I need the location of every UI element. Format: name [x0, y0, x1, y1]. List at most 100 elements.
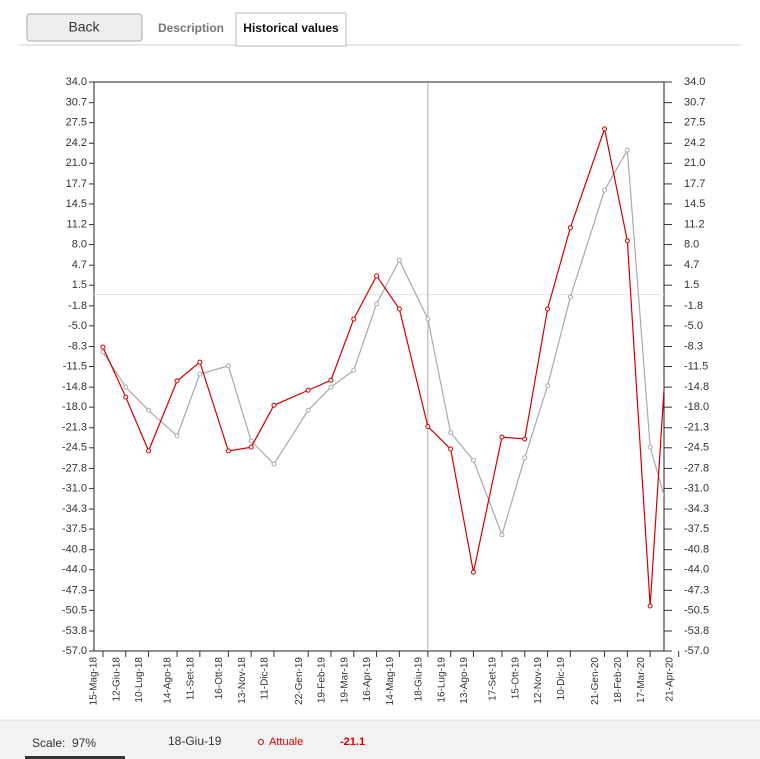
x-tick-label: 12-Nov-19 — [533, 657, 544, 704]
x-tick-label: 19-Feb-19 — [317, 657, 328, 704]
y2-tick-label: -57.0 — [684, 645, 709, 657]
x-tick-label: 11-Dic-18 — [260, 657, 271, 700]
point — [545, 306, 551, 312]
point — [351, 316, 357, 322]
y-tick-label: 8.0 — [72, 238, 87, 250]
legend-label: Attuale — [269, 736, 303, 748]
y-tick-label: -27.8 — [62, 462, 87, 474]
point — [624, 238, 630, 244]
point — [499, 532, 505, 538]
point — [522, 455, 528, 461]
point — [305, 387, 311, 393]
y-tick-label: 14.5 — [66, 198, 87, 210]
axes: 34.0 34.0 30.7 30.7 27.5 27.5 24.2 24.2 21.0 21.0… — [62, 76, 709, 705]
y-tick-label: -8.3 — [68, 340, 87, 352]
point — [146, 407, 152, 413]
point — [146, 448, 152, 454]
point — [448, 430, 454, 436]
point — [248, 444, 254, 450]
y2-tick-label: 8.0 — [684, 238, 699, 250]
point — [448, 446, 454, 452]
x-tick-label: 18-Giu-19 — [413, 657, 424, 702]
point — [328, 377, 334, 383]
point — [602, 126, 608, 132]
cursor-date: 18-Giu-19 — [168, 734, 222, 748]
x-tick-label: 14-Ago-18 — [163, 657, 174, 704]
point — [425, 316, 431, 322]
x-tick-label: 10-Lug-18 — [134, 657, 145, 703]
point — [567, 225, 573, 231]
x-tick-label: 22-Gen-19 — [294, 657, 305, 705]
y2-tick-label: -53.8 — [684, 625, 709, 637]
x-tick-label: 21-Apr-20 — [664, 657, 675, 702]
y-tick-label: -50.5 — [62, 604, 87, 616]
y-tick-label: 34.0 — [66, 76, 87, 88]
point — [351, 367, 357, 373]
y-tick-label: -57.0 — [62, 645, 87, 657]
y2-tick-label: -34.3 — [684, 503, 709, 515]
cursor-value: -21.1 — [340, 736, 365, 748]
y2-tick-label: -1.8 — [684, 300, 703, 312]
x-tick-label: 15-Ott-19 — [510, 657, 521, 700]
y-tick-label: 4.7 — [72, 259, 87, 271]
series-line — [102, 148, 664, 537]
point — [123, 394, 129, 400]
description-tab[interactable]: Description — [158, 21, 224, 35]
series-line — [102, 126, 664, 607]
y2-tick-label: 14.5 — [684, 198, 705, 210]
y2-tick-label: -18.0 — [684, 401, 709, 413]
y-tick-label: -14.8 — [62, 381, 87, 393]
y2-tick-label: -47.3 — [684, 584, 709, 596]
back-button[interactable] — [26, 13, 143, 42]
y-tick-label: -18.0 — [62, 401, 87, 413]
point — [248, 438, 254, 444]
point — [545, 383, 551, 389]
y2-tick-label: 27.5 — [684, 117, 705, 129]
y-tick-label: -34.3 — [62, 503, 87, 515]
y-tick-label: -40.8 — [62, 544, 87, 556]
x-tick-label: 16-Ott-18 — [214, 657, 225, 700]
x-tick-label: 17-Mar-20 — [636, 657, 647, 704]
legend-marker — [258, 739, 264, 745]
y2-tick-label: -11.5 — [684, 360, 708, 372]
scale-label: Scale: 97% — [32, 736, 96, 750]
y-tick-label: 17.7 — [66, 178, 87, 190]
y2-tick-label: 30.7 — [684, 97, 705, 109]
point — [470, 457, 476, 463]
x-tick-label: 12-Giu-18 — [111, 657, 122, 702]
y-tick-label: -53.8 — [62, 625, 87, 637]
x-tick-label: 21-Gen-20 — [590, 657, 601, 705]
y2-tick-label: 17.7 — [684, 178, 705, 190]
y-tick-label: -1.8 — [68, 300, 87, 312]
y2-tick-label: 11.2 — [684, 218, 705, 230]
y-tick-label: 27.5 — [66, 117, 87, 129]
point — [374, 273, 380, 279]
y2-tick-label: -50.5 — [684, 604, 709, 616]
point — [328, 384, 334, 390]
y-tick-label: -44.0 — [62, 564, 87, 576]
x-tick-label: 13-Nov-18 — [237, 657, 248, 704]
historical-tab[interactable]: Historical values — [243, 21, 339, 35]
y2-tick-label: -5.0 — [684, 320, 703, 332]
point — [522, 436, 528, 442]
y-tick-label: -47.3 — [62, 584, 87, 596]
scrollbar — [25, 756, 125, 759]
y-tick-label: -5.0 — [68, 320, 87, 332]
point — [197, 359, 203, 365]
back-label[interactable]: Back — [68, 19, 100, 35]
y2-tick-label: -31.0 — [684, 482, 709, 494]
x-tick-label: 10-Dic-19 — [556, 657, 567, 701]
plot-area — [93, 81, 665, 652]
y2-tick-label: -40.8 — [684, 544, 709, 556]
x-tick-label: 16-Apr-19 — [362, 657, 373, 702]
active-tab[interactable] — [235, 12, 347, 47]
y-tick-label: 1.5 — [72, 279, 87, 291]
y-tick-label: 24.2 — [66, 137, 87, 149]
point — [647, 444, 653, 450]
point — [271, 402, 277, 408]
point — [225, 363, 231, 369]
point — [374, 301, 380, 307]
y2-tick-label: -8.3 — [684, 340, 703, 352]
plot — [94, 82, 664, 651]
